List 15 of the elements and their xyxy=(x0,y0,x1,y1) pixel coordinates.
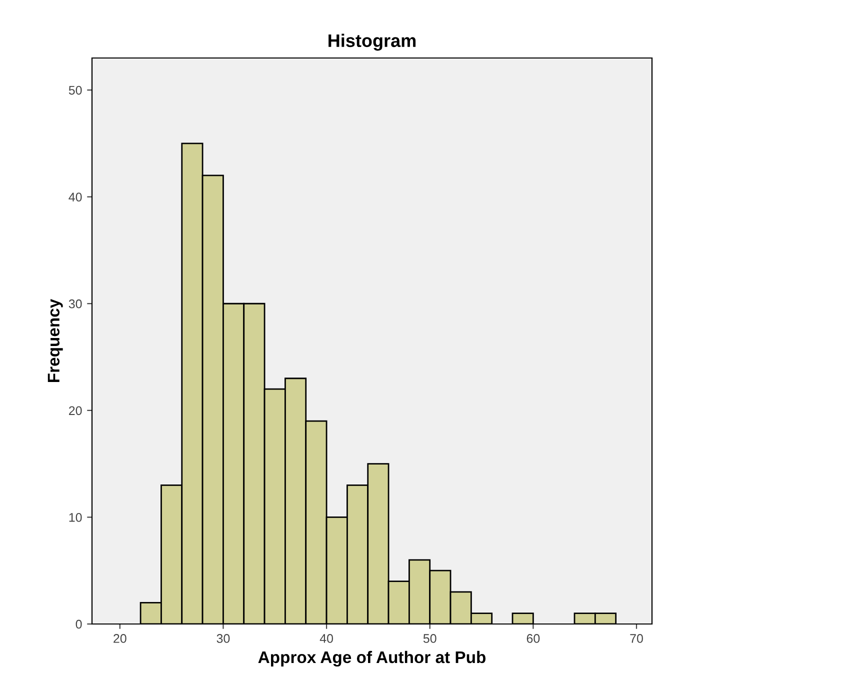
y-tick-label: 20 xyxy=(69,406,82,416)
x-tick-label: 70 xyxy=(630,634,643,643)
chart-title: Histogram xyxy=(328,34,416,51)
y-tick-label: 50 xyxy=(68,86,82,95)
x-tick-label: 60 xyxy=(526,634,540,643)
y-tick-label: 10 xyxy=(69,513,82,522)
x-tick-label: 20 xyxy=(114,634,126,643)
x-tick-label: 50 xyxy=(423,634,436,643)
x-tick-label: 30 xyxy=(216,634,230,643)
y-tick-label: 40 xyxy=(68,192,82,202)
y-tick-label: 30 xyxy=(68,299,82,308)
x-tick-label: 40 xyxy=(320,634,333,643)
y-axis-title: Frequency xyxy=(48,298,63,382)
x-axis-title: Approx Age of Author at Pub xyxy=(258,650,486,667)
y-tick-label: 0 xyxy=(76,620,82,629)
